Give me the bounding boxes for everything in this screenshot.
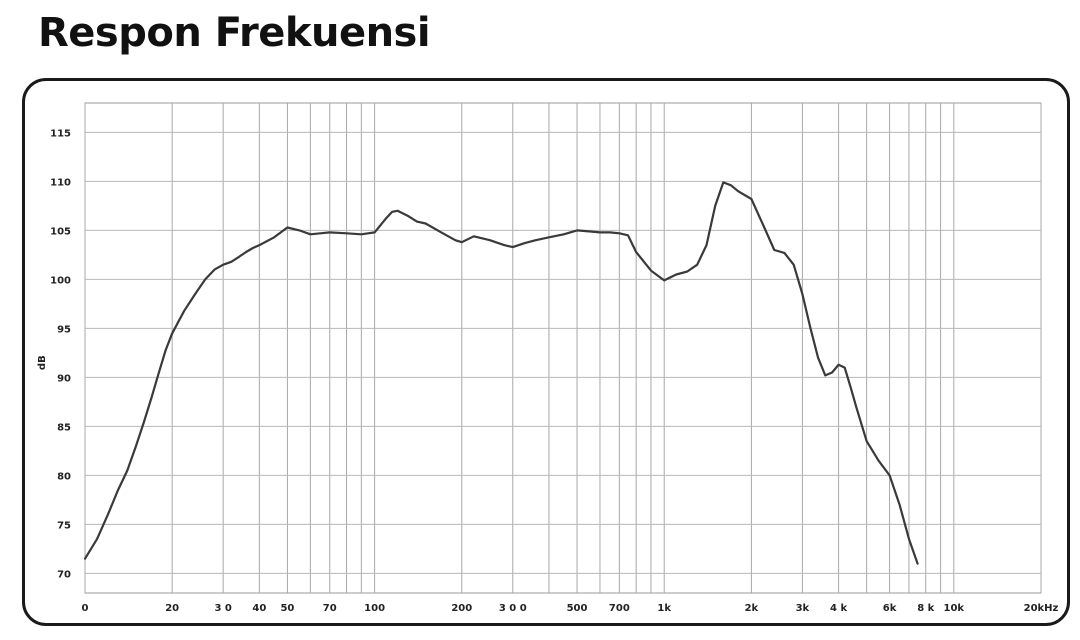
x-tick-label: 0 [82,603,89,614]
x-tick-label: 4 k [830,603,847,614]
y-tick-label: 110 [50,177,71,188]
y-axis-label: dB [37,355,48,370]
series-layer [83,181,919,565]
y-tick-label: 115 [50,128,71,139]
y-tick-label: 105 [50,226,71,237]
x-tick-label: 10k [944,603,965,614]
y-tick-label: 95 [57,324,71,335]
y-tick-label: 80 [57,471,71,482]
y-tick-label: 90 [57,373,71,384]
x-tick-label: 20kHz [1024,603,1059,614]
y-tick-label: 85 [57,422,71,433]
x-tick-label: 70 [323,603,337,614]
x-tick-label: 3k [796,603,810,614]
plot-area [84,102,1042,594]
x-tick-label: 8 k [917,603,934,614]
series-line [83,181,919,565]
x-tick-label: 100 [364,603,385,614]
y-tick-label: 75 [57,520,71,531]
x-tick-label: 2k [745,603,759,614]
x-tick-label: 3 0 0 [499,603,527,614]
y-tick-labels: 70 75 80 85 90 95 100 105 110 115 [50,128,71,580]
frequency-response-chart: 70 75 80 85 90 95 100 105 110 115 0 20 3 0 40 50 70 100… [37,102,1059,614]
page-title: Respon Frekuensi [38,10,431,56]
x-tick-label: 6k [883,603,897,614]
y-tick-label: 70 [57,569,71,580]
x-tick-labels: 0 20 3 0 40 50 70 100 200 3 0 0 500 700 1k 2k 3k 4 k 6k… [82,603,1059,614]
x-tick-label: 50 [280,603,294,614]
grid-lines [84,103,1042,593]
chart-frame: 70 75 80 85 90 95 100 105 110 115 0 20 3 0 40 50 70 100… [22,78,1070,626]
x-tick-label: 20 [165,603,179,614]
x-tick-label: 200 [451,603,472,614]
y-tick-label: 100 [50,275,71,286]
x-tick-label: 700 [609,603,630,614]
x-tick-label: 500 [567,603,588,614]
x-tick-label: 40 [252,603,266,614]
x-tick-label: 3 0 [214,603,231,614]
x-tick-label: 1k [657,603,671,614]
